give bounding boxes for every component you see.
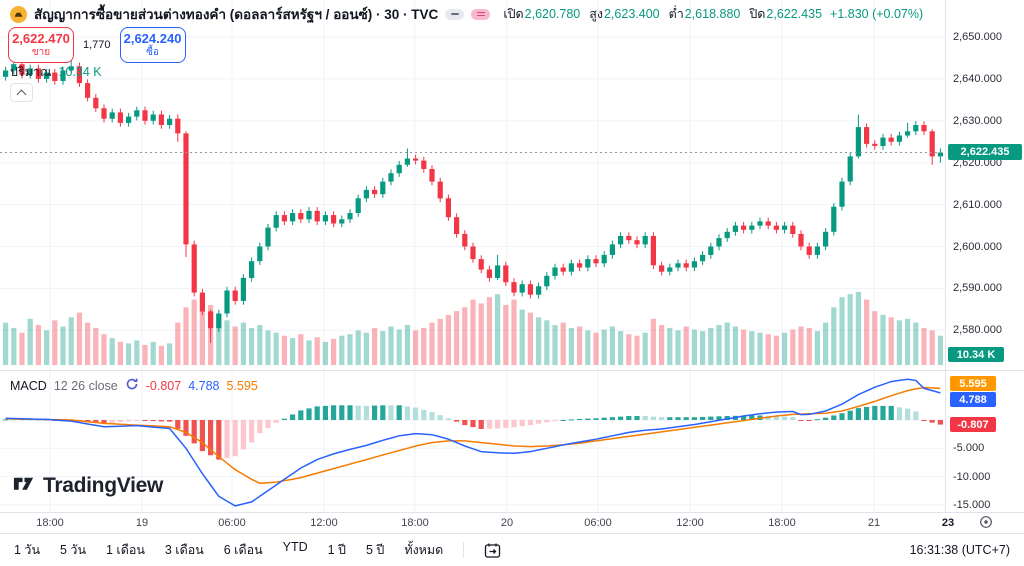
price-axis-label: 2,600.000 <box>953 241 1002 253</box>
time-axis-label: 12:00 <box>310 517 338 529</box>
macd-params: 12 26 close <box>53 378 118 393</box>
tradingview-logo-icon <box>12 472 35 500</box>
clock-timezone[interactable]: 16:31:38 (UTC+7) <box>909 543 1010 557</box>
macd-line-value: 4.788 <box>188 378 220 393</box>
current-price-badge: 2,622.435 <box>948 144 1022 160</box>
price-axis-label: 2,630.000 <box>953 115 1002 127</box>
range-button-2[interactable]: 5 วัน <box>60 543 86 557</box>
macd-axis-label: -10.000 <box>953 471 991 483</box>
collapse-pane-button[interactable] <box>10 83 33 102</box>
range-button-6[interactable]: YTD <box>282 540 308 554</box>
ohlc-high-label: สูง <box>589 7 603 21</box>
buy-label: ซื้อ <box>146 46 159 58</box>
time-axis-label: 12:00 <box>676 517 704 529</box>
spread-value: 1,770 <box>83 39 111 51</box>
volume-value: 10.34 K <box>58 65 102 79</box>
macd-axis-label: -5.000 <box>953 442 985 454</box>
time-axis-label: 06:00 <box>584 517 612 529</box>
price-axis-label: 2,640.000 <box>953 73 1002 85</box>
sell-button[interactable]: 2,622.470 ขาย <box>8 27 74 63</box>
time-axis-label: 23 <box>941 517 955 529</box>
tradingview-watermark: TradingView <box>12 472 163 500</box>
range-button-5[interactable]: 6 เดือน <box>223 543 263 557</box>
ohlc-open-value: 2,620.780 <box>524 7 581 21</box>
price-axis-label: 2,610.000 <box>953 199 1002 211</box>
ohlc-close-value: 2,622.435 <box>766 7 823 21</box>
ohlc-high-value: 2,623.400 <box>603 7 660 21</box>
scroll-to-realtime-icon[interactable] <box>979 515 993 534</box>
time-axis-label: 18:00 <box>36 517 64 529</box>
range-button-3[interactable]: 1 เดือน <box>106 543 145 557</box>
ohlc-close-label: ปิด <box>749 7 766 21</box>
symbol-header: สัญญาการซื้อขายส่วนต่างทองคำ (ดอลลาร์สหร… <box>10 4 923 24</box>
ohlc-values: เปิด 2,620.780 สูง 2,623.400 ต่ำ 2,618.8… <box>503 4 923 24</box>
ohlc-change: +1.830 (+0.07%) <box>830 7 924 21</box>
minimize-toggle-icon[interactable] <box>445 8 465 20</box>
time-axis-label: 06:00 <box>218 517 246 529</box>
range-buttons: 1 วัน 5 วัน 1 เดือน 3 เดือน 6 เดือน YTD 1 ปี 5 … <box>14 540 443 560</box>
time-axis-label: 21 <box>867 517 881 529</box>
price-axis-label: 2,580.000 <box>953 324 1002 336</box>
range-button-7[interactable]: 1 ปี <box>327 543 346 557</box>
chart-canvas[interactable] <box>0 0 945 512</box>
buy-button[interactable]: 2,624.240 ซื้อ <box>119 27 186 63</box>
time-axis-label: 18:00 <box>768 517 796 529</box>
time-axis-label: 20 <box>500 517 514 529</box>
macd-label: MACD <box>10 378 47 393</box>
macd-signal-value: 5.595 <box>226 378 258 393</box>
pane-separator[interactable] <box>0 370 1024 371</box>
time-axis-label: 18:00 <box>401 517 429 529</box>
buy-price: 2,624.240 <box>123 30 182 46</box>
details-toggle-icon[interactable] <box>471 8 491 20</box>
price-axis-label: 2,650.000 <box>953 31 1002 43</box>
symbol-title[interactable]: สัญญาการซื้อขายส่วนต่างทองคำ (ดอลลาร์สหร… <box>34 7 439 22</box>
sell-price: 2,622.470 <box>12 30 70 46</box>
macd-hist-value: -0.807 <box>145 378 182 393</box>
macd-hist-badge: -0.807 <box>950 417 996 432</box>
symbol-logo-icon <box>10 5 27 23</box>
range-button-9[interactable]: ทั้งหมด <box>404 543 444 557</box>
time-axis[interactable]: 18:00 19 06:00 12:00 18:00 20 06:00 12:00 18:00 2… <box>0 512 1024 533</box>
macd-line-badge: 4.788 <box>950 392 996 407</box>
ohlc-low-label: ต่ำ <box>668 7 684 21</box>
macd-axis-label: -15.000 <box>953 499 991 511</box>
sell-label: ขาย <box>31 46 51 58</box>
watermark-text: TradingView <box>43 474 164 497</box>
range-button-4[interactable]: 3 เดือน <box>164 543 204 557</box>
ohlc-open-label: เปิด <box>503 7 524 21</box>
volume-badge: 10.34 K <box>948 347 1004 362</box>
range-button-1[interactable]: 1 วัน <box>14 543 40 557</box>
ohlc-low-value: 2,618.880 <box>684 7 741 21</box>
goto-date-icon[interactable] <box>484 542 501 559</box>
macd-signal-badge: 5.595 <box>950 376 996 391</box>
price-axis-label: 2,620.000 <box>953 157 1002 169</box>
trade-panel: 2,622.470 ขาย 1,770 2,624.240 ซื้อ <box>8 27 186 63</box>
bottom-toolbar: 1 วัน 5 วัน 1 เดือน 3 เดือน 6 เดือน YTD 1 ปี 5 … <box>0 533 1024 566</box>
price-axis-label: 2,590.000 <box>953 282 1002 294</box>
macd-indicator-legend[interactable]: MACD 12 26 close -0.807 4.788 5.595 <box>10 377 258 394</box>
toolbar-divider <box>463 542 465 558</box>
range-button-8[interactable]: 5 ปี <box>365 543 385 557</box>
time-axis-label: 19 <box>135 517 149 529</box>
price-axis[interactable]: 2,650.000 2,640.000 2,630.000 2,620.000 2,61… <box>945 0 1024 512</box>
volume-label: ปริมาณ <box>10 65 52 79</box>
macd-sync-icon[interactable] <box>125 377 139 394</box>
volume-indicator-legend[interactable]: ปริมาณ 10.34 K <box>10 62 102 82</box>
